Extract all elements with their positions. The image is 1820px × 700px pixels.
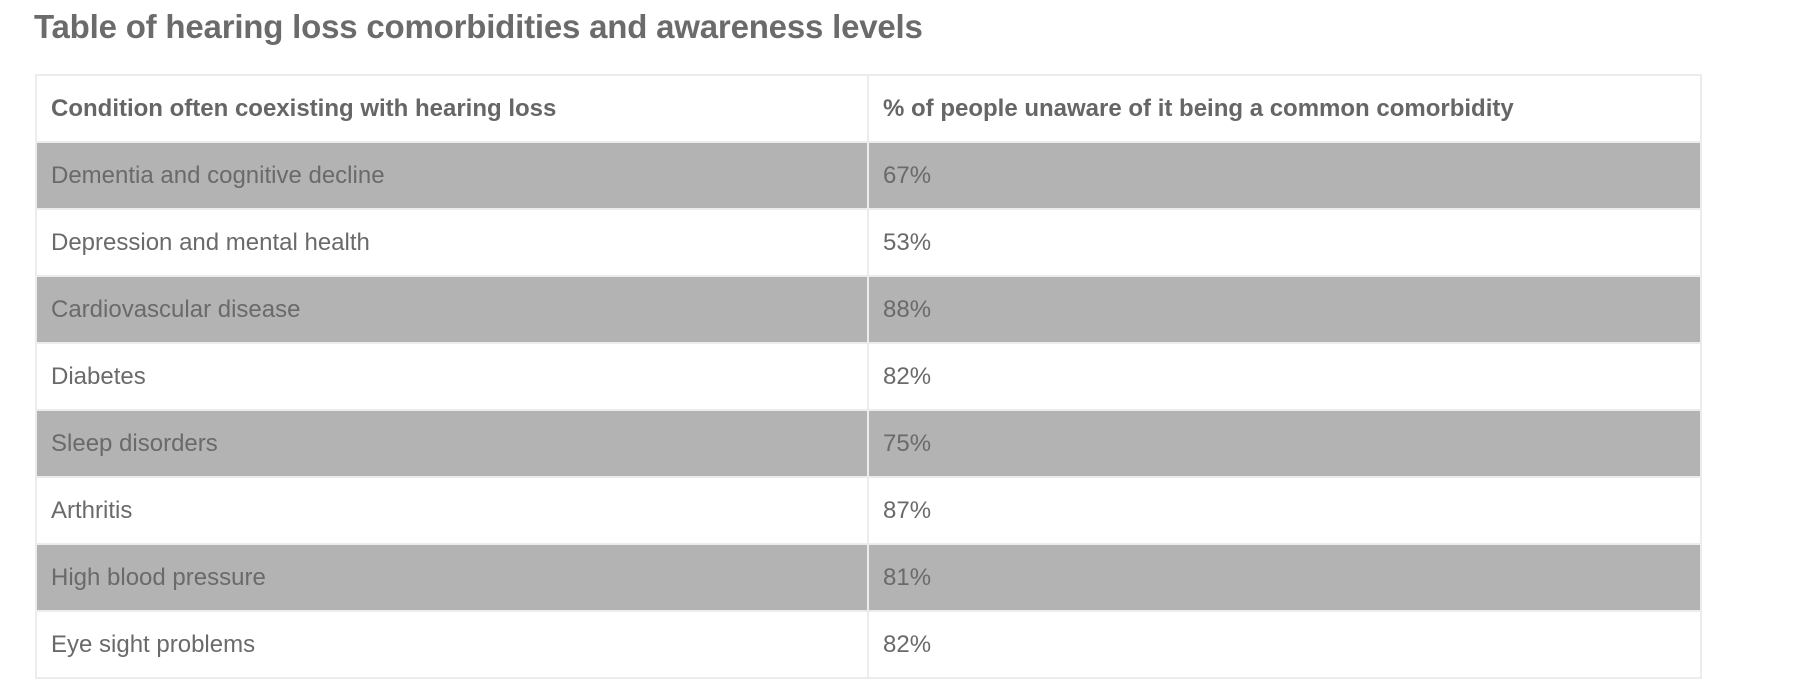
table-row: Sleep disorders 75% [35,409,1702,478]
unaware-percent-cell: 67% [867,141,1702,210]
column-header-unaware-percent: % of people unaware of it being a common… [867,74,1702,143]
condition-cell: Diabetes [35,342,869,411]
condition-cell: Eye sight problems [35,610,869,679]
comorbidities-table: Condition often coexisting with hearing … [35,74,1702,679]
column-header-condition: Condition often coexisting with hearing … [35,74,869,143]
unaware-percent-cell: 82% [867,342,1702,411]
unaware-percent-cell: 88% [867,275,1702,344]
table-row: Eye sight problems 82% [35,610,1702,679]
unaware-percent-cell: 75% [867,409,1702,478]
table-header-row: Condition often coexisting with hearing … [35,74,1702,143]
unaware-percent-cell: 82% [867,610,1702,679]
condition-cell: Sleep disorders [35,409,869,478]
page-title: Table of hearing loss comorbidities and … [34,8,923,45]
unaware-percent-cell: 53% [867,208,1702,277]
table-row: Dementia and cognitive decline 67% [35,141,1702,210]
unaware-percent-cell: 87% [867,476,1702,545]
unaware-percent-cell: 81% [867,543,1702,612]
condition-cell: Cardiovascular disease [35,275,869,344]
condition-cell: High blood pressure [35,543,869,612]
table-row: Cardiovascular disease 88% [35,275,1702,344]
condition-cell: Dementia and cognitive decline [35,141,869,210]
table-row: Diabetes 82% [35,342,1702,411]
table-row: High blood pressure 81% [35,543,1702,612]
table-row: Depression and mental health 53% [35,208,1702,277]
condition-cell: Depression and mental health [35,208,869,277]
table-row: Arthritis 87% [35,476,1702,545]
condition-cell: Arthritis [35,476,869,545]
